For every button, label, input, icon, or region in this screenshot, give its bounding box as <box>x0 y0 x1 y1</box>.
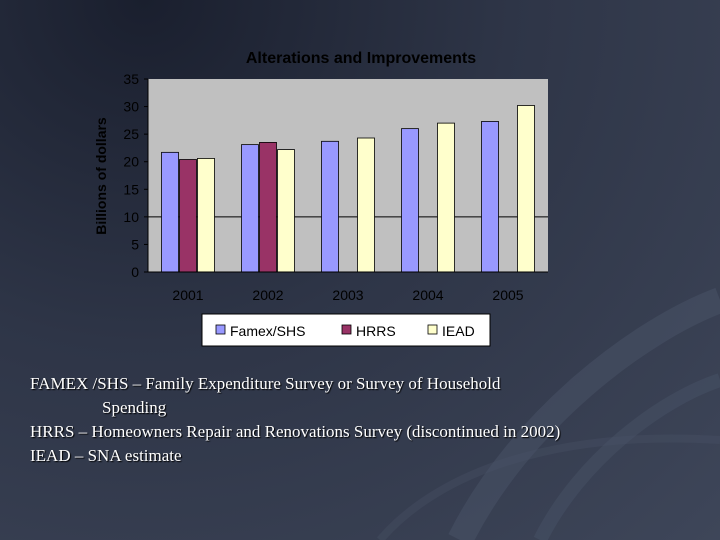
bar-iead-2001 <box>197 158 215 273</box>
y-tick-label: 30 <box>123 99 139 115</box>
y-tick-label: 15 <box>123 181 139 197</box>
bar-famex-shs-2004 <box>401 128 419 273</box>
bar-famex-shs-2005 <box>481 121 499 273</box>
legend-swatch <box>427 324 438 335</box>
legend-label: IEAD <box>442 323 475 339</box>
y-tick-label: 25 <box>123 126 139 142</box>
notes-block: FAMEX /SHS – Family Expenditure Survey o… <box>30 372 690 468</box>
y-tick-label: 0 <box>131 264 139 280</box>
y-axis-label: Billions of dollars <box>93 117 109 235</box>
bar-iead-2005 <box>517 105 535 273</box>
note-hrrs: HRRS – Homeowners Repair and Renovations… <box>30 422 561 441</box>
chart-legend: Famex/SHS HRRS IEAD <box>201 313 491 347</box>
bar-hrrs-2002 <box>259 142 277 273</box>
bar-chart: Alterations and Improvements Billions of… <box>93 50 548 347</box>
bar-famex-shs-2003 <box>321 140 339 273</box>
bar-iead-2002 <box>277 149 295 273</box>
y-tick-label: 20 <box>123 154 139 170</box>
y-tick-label: 5 <box>131 236 139 252</box>
legend-swatch <box>215 324 226 335</box>
bar-famex-shs-2002 <box>241 144 259 273</box>
bar-iead-2004 <box>437 122 455 273</box>
note-famex: FAMEX /SHS – Family Expenditure Survey o… <box>30 374 501 393</box>
x-tick-label: 2001 <box>172 287 203 303</box>
legend-label: Famex/SHS <box>230 323 305 339</box>
chart-title: Alterations and Improvements <box>246 50 476 67</box>
note-iead: IEAD – SNA estimate <box>30 446 182 465</box>
y-tick-label: 10 <box>123 209 139 225</box>
bar-famex-shs-2001 <box>161 151 179 273</box>
bar-hrrs-2001 <box>179 159 197 273</box>
bar-iead-2003 <box>357 137 375 273</box>
x-tick-label: 2003 <box>332 287 363 303</box>
legend-label: HRRS <box>356 323 396 339</box>
x-tick-label: 2002 <box>252 287 283 303</box>
x-tick-label: 2004 <box>412 287 443 303</box>
x-tick-label: 2005 <box>492 287 523 303</box>
note-famex-continued: Spending <box>102 398 167 417</box>
y-tick-label: 35 <box>123 71 139 87</box>
legend-swatch <box>341 324 352 335</box>
